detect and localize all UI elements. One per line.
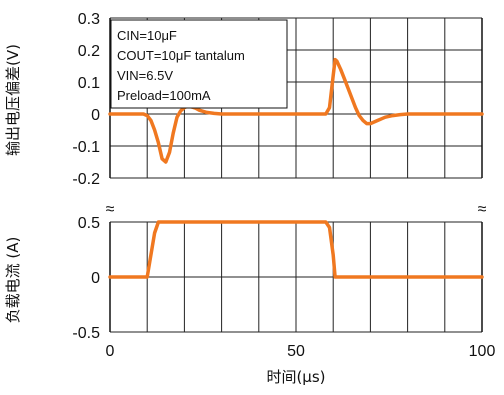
- axis-break-left: ≈: [106, 201, 115, 218]
- axis-break-right: ≈: [478, 201, 487, 218]
- x-tick-label: 50: [287, 343, 305, 360]
- annotation-cin: CIN=10μF: [117, 28, 177, 43]
- top-y-tick-label: 0: [91, 107, 100, 124]
- x-tick-label: 100: [469, 343, 496, 360]
- x-tick-label: 0: [106, 343, 115, 360]
- bottom-y-tick-label: -0.5: [72, 325, 100, 342]
- annotation-preload: Preload=100mA: [117, 88, 211, 103]
- top-y-tick-label: -0.1: [72, 139, 100, 156]
- annotation-box: [110, 19, 288, 109]
- x-axis-label: 时间(μs): [266, 368, 325, 386]
- load-current-line: [108, 220, 484, 279]
- top-y-tick-label: -0.2: [72, 171, 100, 188]
- top-y-tick-label: 0.3: [78, 11, 100, 28]
- bottom-y-axis-label: 负载电流 (A): [4, 237, 22, 324]
- top-y-tick-label: 0.2: [78, 43, 100, 60]
- top-y-axis-label: 输出电压偏差(V): [4, 44, 22, 156]
- annotation-cout: COUT=10μF tantalum: [117, 48, 245, 63]
- annotation-vin: VIN=6.5V: [117, 68, 173, 83]
- bottom-y-tick-label: 0: [91, 270, 100, 287]
- bottom-y-tick-label: 0.5: [78, 215, 100, 232]
- tick-labels: 0.3 0.2 0.1 0 -0.1 -0.2 0.5 0 -0.5 0 50 100: [72, 11, 495, 360]
- output-voltage-deviation-line: [108, 57, 484, 164]
- top-y-tick-label: 0.1: [78, 75, 100, 92]
- series-layer: [108, 57, 484, 279]
